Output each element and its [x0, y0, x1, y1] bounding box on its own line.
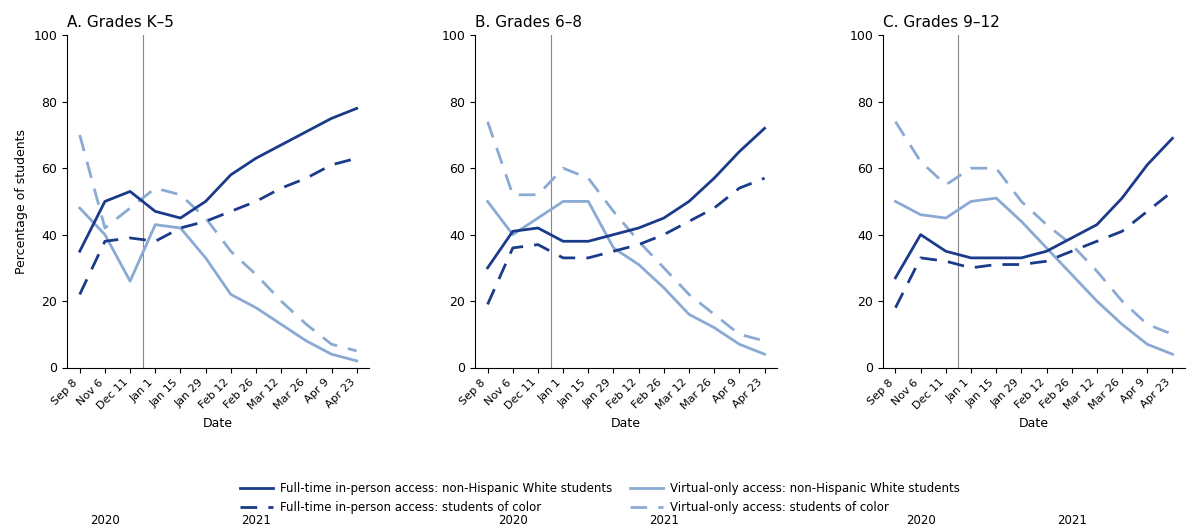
Text: 2021: 2021	[1057, 513, 1087, 525]
Text: A. Grades K–5: A. Grades K–5	[67, 15, 174, 30]
Text: 2020: 2020	[498, 513, 528, 525]
Legend: Full-time in-person access: non-Hispanic White students, Full-time in-person acc: Full-time in-person access: non-Hispanic…	[235, 478, 965, 519]
Text: B. Grades 6–8: B. Grades 6–8	[475, 15, 582, 30]
Text: 2020: 2020	[90, 513, 120, 525]
Text: 2020: 2020	[906, 513, 936, 525]
Y-axis label: Percentage of students: Percentage of students	[16, 129, 28, 274]
X-axis label: Date: Date	[1019, 417, 1049, 430]
X-axis label: Date: Date	[203, 417, 233, 430]
Text: C. Grades 9–12: C. Grades 9–12	[883, 15, 1000, 30]
Text: 2021: 2021	[241, 513, 271, 525]
X-axis label: Date: Date	[611, 417, 641, 430]
Text: 2021: 2021	[649, 513, 679, 525]
